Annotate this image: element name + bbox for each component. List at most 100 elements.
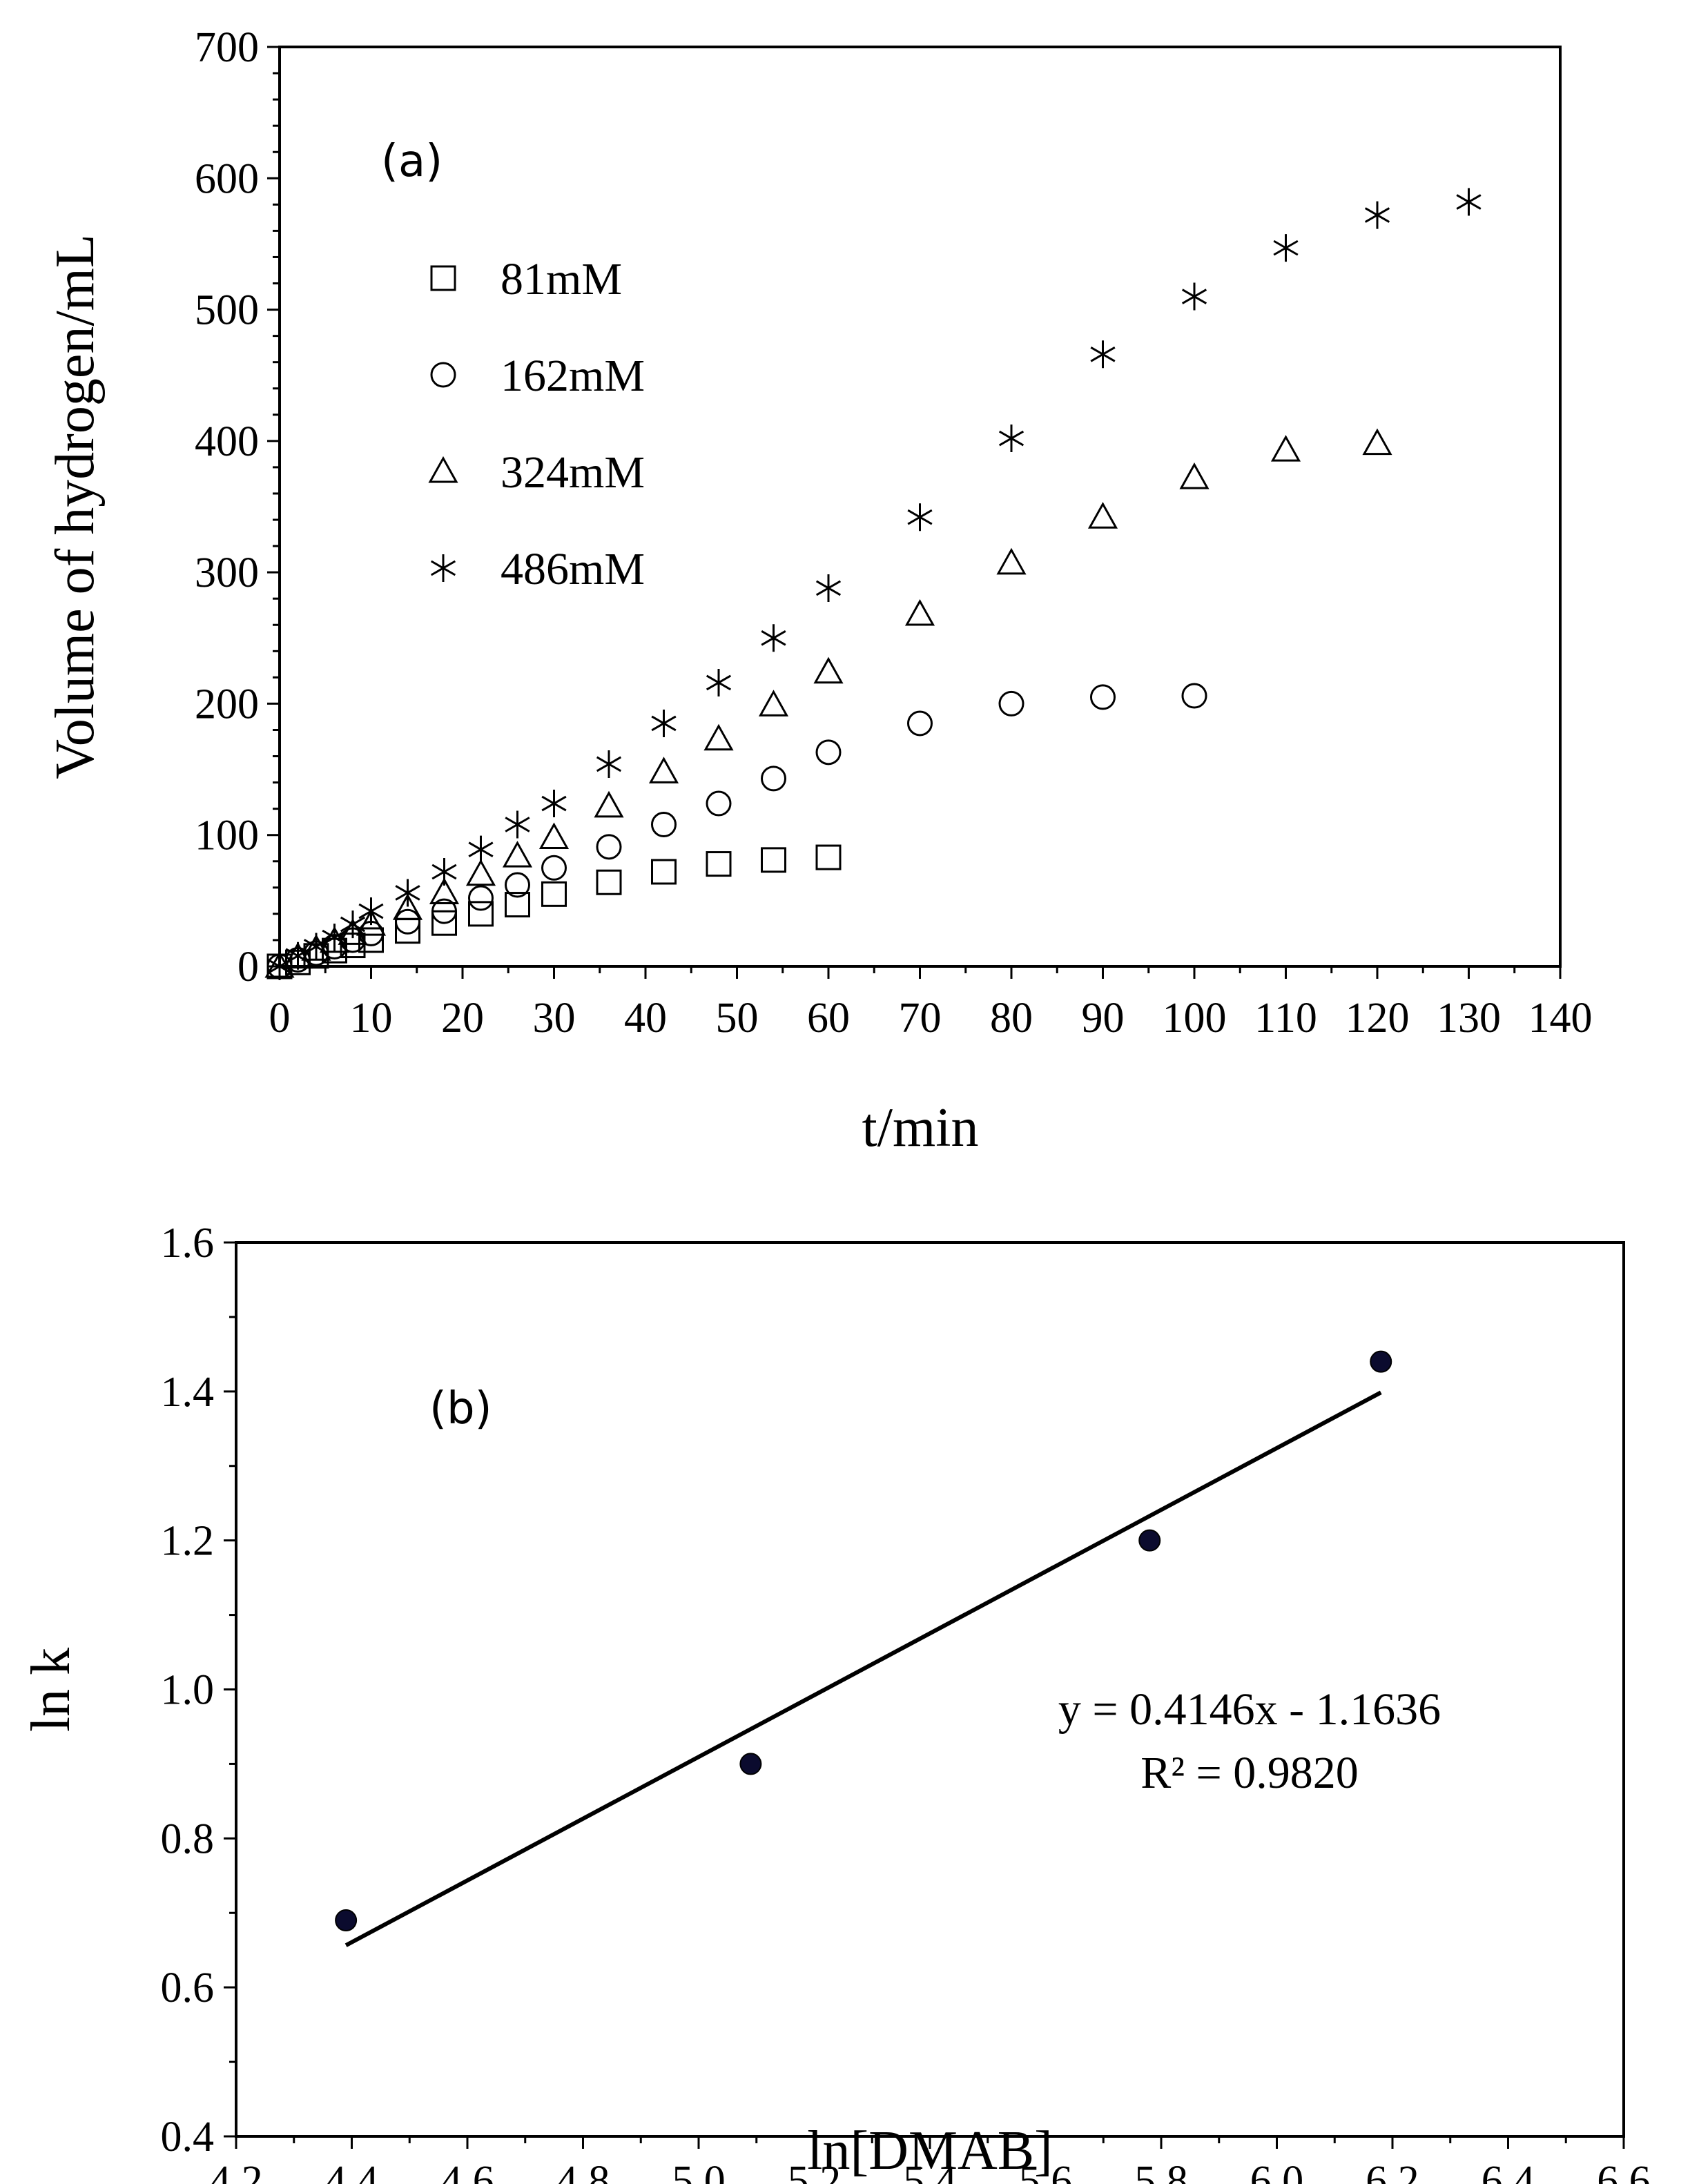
- data-point-asterisk: [340, 910, 366, 939]
- data-point-triangle: [648, 757, 679, 783]
- data-point-triangle: [758, 690, 789, 716]
- data-point-asterisk: [651, 709, 677, 737]
- axis-ticks-b: 4.2 4.4 4.6 4.8 5.0 5.2 5.4 5.6 5.8 6.0 6.2 6.4 6.6 0…: [161, 1220, 1651, 2184]
- data-point-triangle: [996, 547, 1027, 575]
- x-tick-label-a: 20: [441, 995, 484, 1042]
- x-tick-label-b: 5.0: [672, 2158, 726, 2184]
- r-squared: R² = 0.9820: [1140, 1748, 1359, 1798]
- data-point-asterisk: [1090, 340, 1116, 369]
- data-point-circle: [761, 766, 786, 792]
- data-markers-a: [264, 188, 1482, 980]
- legend-marker-asterisk: [430, 554, 456, 582]
- legend-marker-square: [430, 265, 456, 291]
- data-point-asterisk: [1181, 282, 1207, 311]
- y-tick-label-a: 700: [195, 24, 259, 71]
- legend-label: 486mM: [501, 544, 645, 594]
- x-tick-label-a: 50: [716, 995, 759, 1042]
- y-tick-label-b: 1.4: [161, 1369, 215, 1416]
- data-point-asterisk: [1456, 188, 1482, 216]
- x-tick-label-a: 10: [350, 995, 393, 1042]
- data-point-square: [596, 869, 622, 895]
- data-point: [1138, 1529, 1161, 1552]
- data-point-triangle: [703, 723, 734, 751]
- data-point-triangle: [1362, 428, 1392, 456]
- data-point-circle: [998, 690, 1024, 716]
- data-point-asterisk: [395, 879, 420, 907]
- legend-label: 81mM: [501, 254, 622, 304]
- data-point-triangle: [1270, 435, 1301, 462]
- fit-equation: y = 0.4146x - 1.1636: [1058, 1684, 1441, 1735]
- data-point-circle: [907, 710, 933, 737]
- data-point-square: [815, 844, 842, 870]
- data-point-asterisk: [358, 897, 384, 926]
- y-tick-label-a: 0: [237, 944, 259, 991]
- y-tick-label-b: 1.0: [161, 1667, 215, 1714]
- x-tick-label-b: 5.4: [903, 2158, 957, 2184]
- x-tick-label-b: 5.6: [1019, 2158, 1073, 2184]
- data-point-asterisk: [761, 624, 786, 652]
- x-tick-label-b: 4.4: [325, 2158, 379, 2184]
- x-axis-title-b: ln[DMAB]: [807, 2120, 1053, 2181]
- data-point-asterisk: [322, 924, 347, 952]
- data-point-asterisk: [303, 933, 329, 961]
- x-tick-label-b: 4.6: [440, 2158, 494, 2184]
- data-point-triangle: [465, 859, 496, 886]
- data-point-asterisk: [596, 750, 622, 778]
- data-point-triangle: [1179, 462, 1210, 489]
- y-tick-label-b: 1.6: [161, 1220, 215, 1267]
- y-tick-label-a: 600: [195, 155, 259, 202]
- data-point-triangle: [392, 893, 423, 920]
- data-point: [335, 1909, 358, 1932]
- data-point-circle: [706, 790, 732, 817]
- data-point-triangle: [813, 656, 844, 684]
- data-point-circle: [651, 811, 677, 837]
- legend-a: 81mM 162mM 324mM 486mM: [428, 254, 645, 594]
- y-tick-label-b: 0.8: [161, 1815, 215, 1862]
- data-markers-b: [335, 1350, 1392, 1932]
- x-tick-label-a: 80: [990, 995, 1033, 1042]
- data-point: [739, 1753, 762, 1775]
- x-tick-label-a: 90: [1082, 995, 1125, 1042]
- chart-panel-b: 4.2 4.4 4.6 4.8 5.0 5.2 5.4 5.6 5.8 6.0 6.2 6.4 6.6 0…: [21, 1220, 1651, 2184]
- trendline-b: [344, 1390, 1382, 1947]
- x-tick-label-a: 40: [624, 995, 667, 1042]
- x-tick-label-b: 6.6: [1597, 2158, 1651, 2184]
- data-point-circle: [431, 898, 457, 924]
- x-axis-title-a: t/min: [862, 1098, 979, 1158]
- x-tick-label-a: 0: [269, 995, 291, 1042]
- y-tick-label-a: 100: [195, 812, 259, 859]
- data-point-square: [651, 859, 677, 885]
- data-point-triangle: [904, 598, 935, 626]
- data-point-square: [761, 847, 786, 873]
- data-point-triangle: [594, 790, 624, 818]
- x-tick-label-a: 60: [807, 995, 850, 1042]
- data-point-circle: [1181, 683, 1207, 709]
- data-point-asterisk: [998, 425, 1024, 453]
- x-tick-label-b: 6.0: [1250, 2158, 1304, 2184]
- panel-label-b: (b): [429, 1383, 492, 1434]
- x-tick-label-b: 6.4: [1482, 2158, 1535, 2184]
- data-point-asterisk: [815, 574, 842, 602]
- legend-marker-circle: [430, 362, 456, 388]
- data-point-triangle: [429, 877, 460, 904]
- x-tick-label-b: 5.8: [1134, 2158, 1188, 2184]
- data-point-circle: [815, 739, 842, 766]
- data-point-asterisk: [468, 835, 494, 864]
- y-tick-label-a: 400: [195, 418, 259, 465]
- panel-label-a: (a): [381, 136, 443, 187]
- legend-label: 324mM: [501, 447, 645, 498]
- data-point-square: [358, 927, 384, 953]
- data-point: [1370, 1350, 1392, 1373]
- data-point-square: [468, 901, 494, 927]
- axis-ticks-a: 0 10 20 30 40 50 60 70 80 90 100 110 120 130 140 0 100 20…: [195, 24, 1593, 1042]
- data-point-asterisk: [505, 810, 530, 839]
- data-point-square: [706, 851, 732, 877]
- y-axis-title-b: ln k: [21, 1648, 81, 1732]
- legend-marker-triangle: [428, 456, 458, 483]
- data-point-asterisk: [285, 942, 311, 970]
- data-point-circle: [505, 872, 530, 898]
- data-point-square: [541, 881, 567, 907]
- chart-panel-a: 0 10 20 30 40 50 60 70 80 90 100 110 120 130 140 0 100 20…: [45, 24, 1593, 1158]
- data-point-asterisk: [541, 790, 567, 818]
- y-tick-label-b: 1.2: [161, 1518, 215, 1565]
